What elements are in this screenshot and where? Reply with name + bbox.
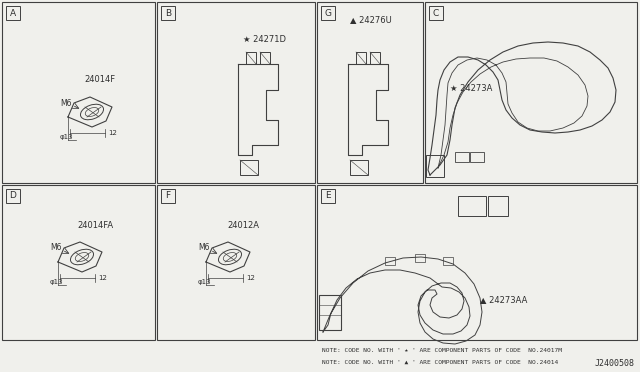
- Bar: [458, 196, 486, 216]
- Text: M6: M6: [61, 99, 72, 108]
- Bar: [2, 185, 155, 340]
- Bar: [2, 2, 155, 183]
- Text: D: D: [10, 192, 17, 201]
- Text: 24012A: 24012A: [227, 221, 259, 230]
- Text: B: B: [165, 9, 171, 17]
- Bar: [319, 295, 341, 330]
- Bar: [246, 52, 256, 64]
- Text: φ13: φ13: [50, 279, 63, 285]
- Text: ★ 24271D: ★ 24271D: [243, 35, 286, 44]
- Bar: [356, 52, 366, 64]
- Bar: [240, 160, 258, 175]
- Bar: [317, 2, 423, 183]
- Text: φ13: φ13: [60, 134, 74, 140]
- Text: M6: M6: [198, 244, 210, 253]
- Bar: [6, 6, 20, 20]
- Bar: [6, 189, 20, 203]
- Text: ★ 24273A: ★ 24273A: [450, 83, 492, 93]
- Text: NOTE: CODE NO. WITH ' ▲ ' ARE COMPONENT PARTS OF CODE  NO.24014: NOTE: CODE NO. WITH ' ▲ ' ARE COMPONENT …: [322, 360, 558, 365]
- Bar: [426, 155, 444, 177]
- Text: E: E: [325, 192, 331, 201]
- Bar: [488, 196, 508, 216]
- Bar: [425, 2, 637, 183]
- Bar: [470, 152, 484, 162]
- Text: M6: M6: [51, 244, 62, 253]
- Bar: [455, 152, 469, 162]
- Text: G: G: [324, 9, 332, 17]
- Bar: [370, 52, 380, 64]
- Bar: [385, 257, 395, 265]
- Bar: [321, 189, 335, 203]
- Bar: [260, 52, 270, 64]
- Bar: [157, 185, 315, 340]
- Bar: [157, 2, 315, 183]
- Text: 12: 12: [98, 275, 107, 281]
- Text: A: A: [10, 9, 16, 17]
- Bar: [161, 6, 175, 20]
- Text: 12: 12: [108, 130, 117, 136]
- Text: F: F: [165, 192, 171, 201]
- Text: NOTE: CODE NO. WITH ' ★ ' ARE COMPONENT PARTS OF CODE  NO.24017M: NOTE: CODE NO. WITH ' ★ ' ARE COMPONENT …: [322, 348, 562, 353]
- Bar: [161, 189, 175, 203]
- Bar: [317, 185, 637, 340]
- Text: 12: 12: [246, 275, 255, 281]
- Text: ▲ 24276U: ▲ 24276U: [350, 15, 392, 24]
- Text: 24014FA: 24014FA: [77, 221, 113, 230]
- Text: J2400508: J2400508: [595, 359, 635, 368]
- Bar: [321, 6, 335, 20]
- Text: 24014F: 24014F: [84, 76, 116, 84]
- Text: ▲ 24273AA: ▲ 24273AA: [480, 295, 527, 305]
- Bar: [350, 160, 368, 175]
- Bar: [415, 254, 425, 262]
- Bar: [443, 257, 453, 265]
- Text: φ13: φ13: [198, 279, 212, 285]
- Text: C: C: [433, 9, 439, 17]
- Bar: [429, 6, 443, 20]
